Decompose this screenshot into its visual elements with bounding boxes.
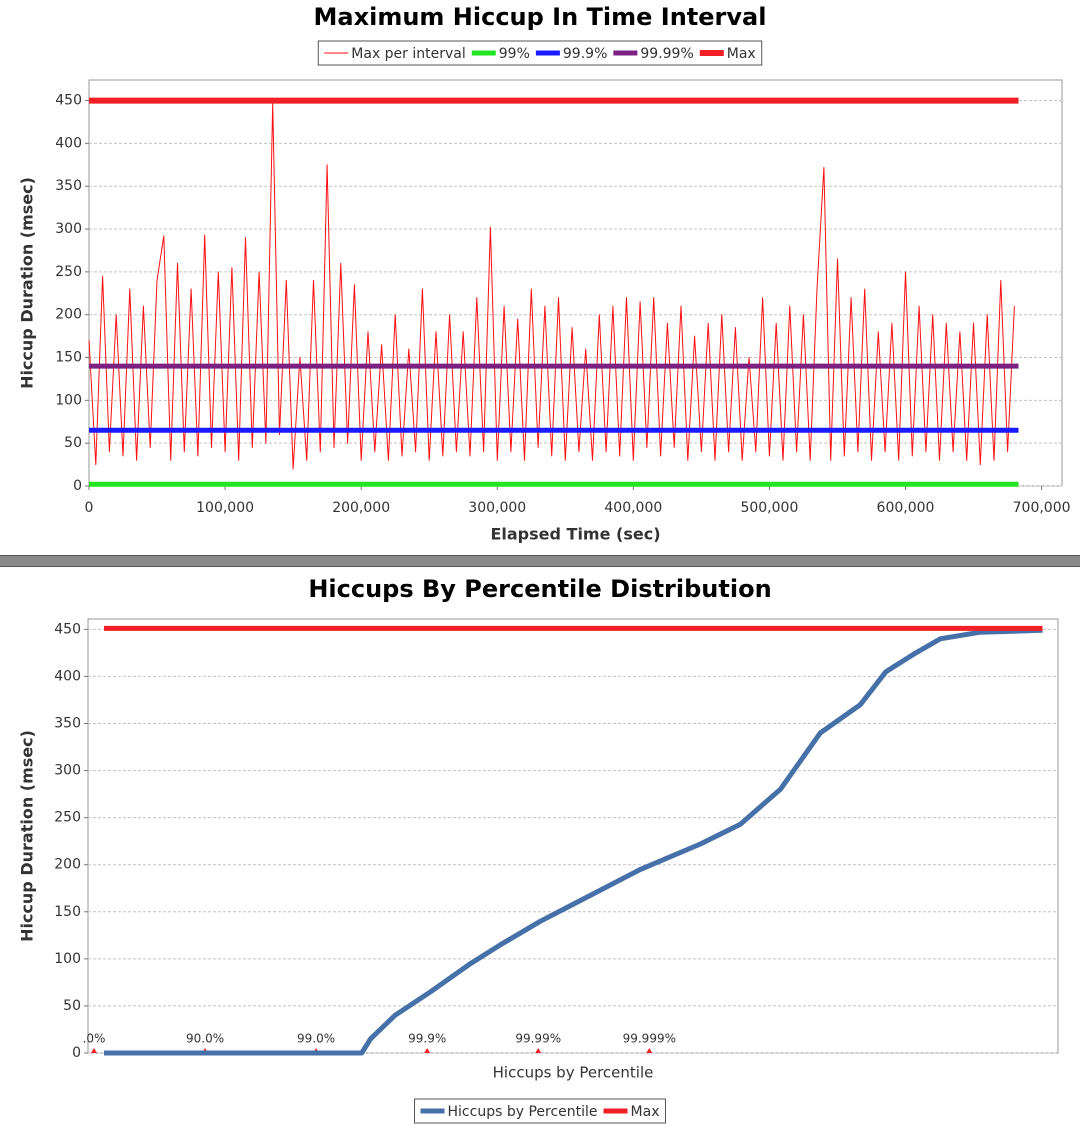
x-axis-label: Hiccups by Percentile (493, 1064, 654, 1082)
x-tick-label: 300,000 (468, 500, 526, 516)
legend-label: Max (631, 1104, 660, 1120)
legend-label: 99.9% (563, 46, 607, 62)
y-tick-label: 450 (55, 93, 82, 109)
y-tick-label: 50 (63, 998, 81, 1014)
x-tick-label: 500,000 (740, 500, 798, 516)
y-tick-label: 100 (55, 392, 82, 408)
y-tick-label: 0 (73, 478, 82, 494)
y-tick-label: 350 (55, 178, 82, 194)
x-tick-label: 99.99% (515, 1032, 561, 1046)
x-tick-label: 400,000 (604, 500, 662, 516)
legend-label: 99% (499, 46, 530, 62)
y-tick-label: 400 (55, 135, 82, 151)
x-tick-label: 90.0% (186, 1032, 224, 1046)
y-tick-label: 150 (55, 350, 82, 366)
legend: Max per interval 99% 99.9% 99.99% Max (317, 40, 763, 66)
x-tick-label: 99.999% (623, 1032, 676, 1046)
y-tick-label: 50 (64, 435, 82, 451)
x-tick-label: .0% (83, 1032, 106, 1046)
y-tick-label: 300 (55, 221, 82, 237)
divider (0, 555, 1080, 567)
y-axis-label: Hiccup Duration (msec) (18, 730, 37, 942)
legend-label: 99.99% (640, 46, 693, 62)
x-tick-label: 200,000 (332, 500, 390, 516)
y-axis-label: Hiccup Duration (msec) (18, 177, 37, 389)
y-tick-label: 300 (54, 763, 81, 779)
x-tick (535, 1048, 542, 1053)
y-tick-label: 250 (54, 810, 81, 826)
plot-area (88, 79, 1063, 487)
y-tick-label: 0 (72, 1045, 81, 1061)
plot-area (87, 618, 1059, 1054)
y-tick-label: 200 (54, 857, 81, 873)
x-tick-label: 600,000 (877, 500, 935, 516)
x-axis-label: Elapsed Time (sec) (490, 525, 660, 544)
legend: Hiccups by Percentile Max (414, 1098, 666, 1124)
series-line (88, 102, 1015, 470)
x-tick (90, 1048, 97, 1053)
y-tick-label: 100 (54, 951, 81, 967)
legend-label: Max (727, 46, 756, 62)
x-tick (424, 1048, 431, 1053)
y-tick-label: 400 (54, 668, 81, 684)
y-tick-label: 150 (54, 904, 81, 920)
y-tick-label: 200 (55, 307, 82, 323)
x-tick-label: 99.0% (297, 1032, 335, 1046)
y-tick-label: 350 (54, 715, 81, 731)
y-tick-label: 450 (54, 621, 81, 637)
x-tick (646, 1048, 653, 1053)
chart-title: Maximum Hiccup In Time Interval (314, 3, 767, 31)
x-tick-label: 100,000 (196, 500, 254, 516)
series-line (104, 627, 1043, 1056)
x-tick-label: 0 (85, 500, 94, 516)
legend-label: Hiccups by Percentile (448, 1104, 598, 1120)
x-tick-label: 99.9% (408, 1032, 446, 1046)
y-tick-label: 250 (55, 264, 82, 280)
x-tick-label: 700,000 (1013, 500, 1071, 516)
chart-title: Hiccups By Percentile Distribution (308, 575, 771, 603)
legend-label: Max per interval (351, 46, 465, 62)
